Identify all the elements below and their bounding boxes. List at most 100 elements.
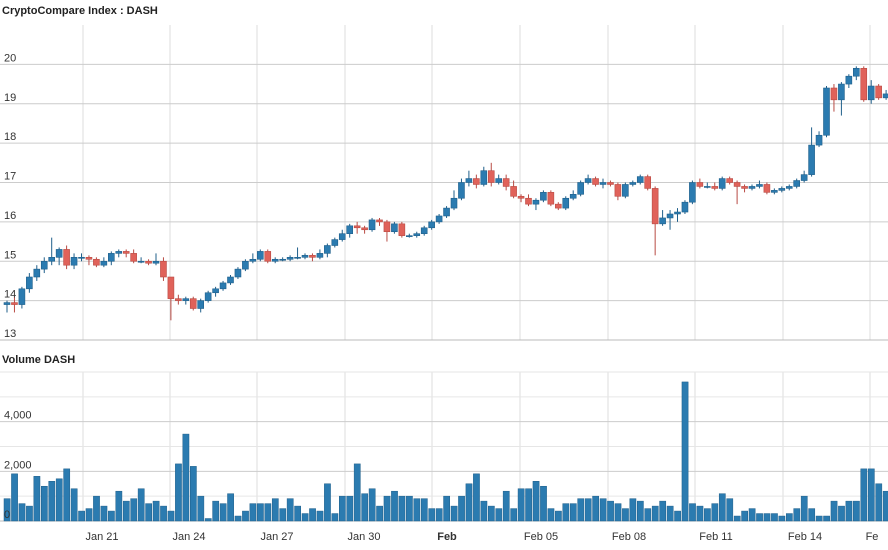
x-tick-label: Fe [866, 531, 879, 543]
price-y-tick-label: 19 [4, 92, 16, 104]
candle-body [800, 174, 808, 181]
candle-body [249, 258, 257, 262]
candle-body [63, 249, 70, 266]
volume-bar [234, 515, 242, 522]
candle-body [778, 188, 786, 191]
volume-bar [763, 513, 771, 522]
volume-bar [115, 490, 123, 522]
candle-body [532, 199, 540, 205]
volume-bar [41, 485, 48, 522]
candle-body [242, 260, 249, 270]
volume-bar [756, 513, 763, 522]
price-chart-title: CryptoCompare Index : DASH [2, 5, 158, 17]
candle-body [547, 192, 555, 205]
candle-body [227, 276, 234, 284]
candle-body [11, 302, 18, 305]
volume-bar [331, 513, 339, 522]
volume-bar [324, 483, 331, 522]
candle-body [219, 282, 227, 290]
candle-body [100, 260, 108, 266]
volume-bar [346, 495, 354, 522]
volume-bar [398, 495, 406, 522]
volume-bar [391, 490, 398, 522]
candle-body [204, 292, 212, 301]
volume-bar [11, 473, 18, 522]
x-tick-label: Feb 11 [699, 531, 732, 543]
volume-bar [629, 498, 637, 522]
candle-body [167, 276, 175, 299]
candle-body [405, 235, 413, 237]
x-tick-label: Jan 30 [347, 531, 380, 543]
candle-body [294, 257, 301, 259]
candle-body [525, 197, 532, 205]
volume-bar [93, 495, 100, 522]
volume-bar [242, 510, 249, 522]
volume-y-tick-label: 4,000 [4, 410, 32, 422]
volume-bar [145, 503, 153, 522]
candle-body [681, 201, 689, 213]
volume-bar [823, 515, 830, 522]
volume-bar [219, 503, 227, 522]
volume-bar [286, 498, 294, 522]
candle-body [160, 260, 167, 278]
volume-bar [249, 503, 257, 522]
volume-bar [18, 503, 26, 522]
candle-body [458, 182, 465, 199]
volume-bar [651, 505, 659, 522]
volume-bar [406, 495, 413, 522]
candle-body [592, 178, 599, 185]
candle-body [48, 257, 56, 262]
volume-bar [33, 476, 41, 522]
volume-bar [130, 498, 138, 522]
volume-bar [450, 505, 458, 522]
candle-body [115, 251, 123, 254]
candle-body [875, 85, 882, 99]
candle-body [18, 288, 26, 305]
volume-bar [569, 503, 577, 522]
volume-bar [264, 503, 272, 522]
candle-body [264, 251, 272, 262]
volume-bar [353, 463, 361, 522]
volume-bar [309, 508, 316, 522]
candle-body [398, 223, 406, 236]
volume-bar [830, 500, 838, 522]
volume-bar [577, 498, 585, 522]
candle-body [636, 176, 644, 183]
candle-body [517, 195, 525, 199]
candle-body [145, 260, 152, 264]
candle-body [234, 268, 242, 278]
candle-body [718, 178, 726, 189]
volume-bar [666, 505, 674, 522]
candle-body [256, 251, 264, 260]
candle-body [130, 253, 137, 262]
candle-body [324, 245, 331, 254]
volume-bar [592, 495, 599, 522]
candle-body [443, 207, 450, 217]
volume-bar [815, 515, 823, 522]
volume-bar [361, 493, 369, 522]
volume-bar [458, 495, 465, 522]
candle-body [860, 68, 868, 101]
candle-body [703, 186, 711, 188]
volume-bar [383, 495, 391, 522]
candle-body [696, 182, 704, 187]
candle-body [622, 184, 629, 197]
volume-bar [882, 490, 888, 522]
volume-bar [473, 473, 480, 522]
volume-bar [733, 515, 741, 522]
candle-body [368, 219, 376, 231]
candle-body [152, 260, 160, 264]
volume-bar [435, 508, 443, 522]
candle-body [838, 83, 845, 101]
candle-body [756, 184, 763, 187]
volume-y-tick-label: 2,000 [4, 459, 32, 471]
candle-body [852, 68, 860, 77]
volume-bar [428, 508, 436, 522]
volume-bar [197, 495, 205, 522]
candle-body [413, 233, 421, 236]
volume-bar [696, 505, 704, 522]
candle-body [607, 182, 614, 185]
volume-bar [495, 508, 503, 522]
price-y-tick-label: 20 [4, 52, 16, 64]
candle-body [450, 197, 458, 209]
